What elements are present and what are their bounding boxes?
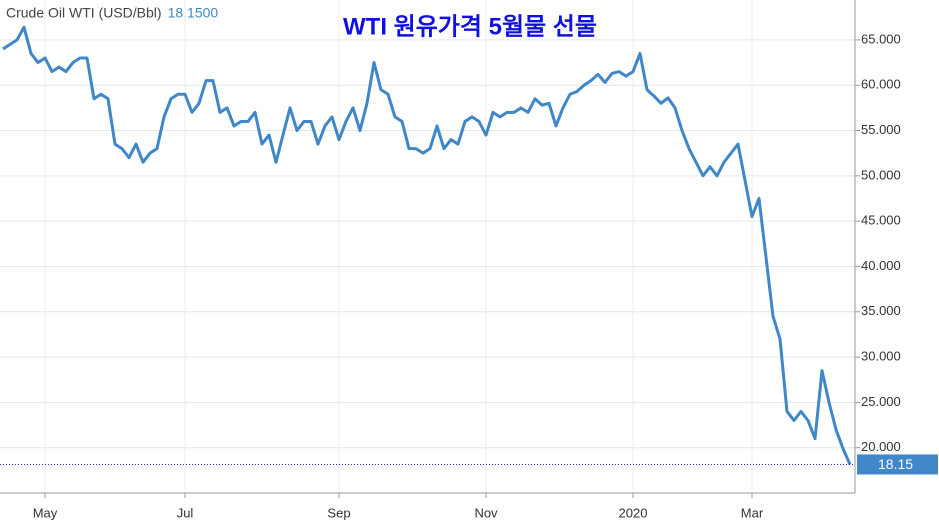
x-tick-label: Jul bbox=[177, 505, 194, 520]
price: 18.1500 bbox=[168, 5, 219, 21]
x-tick-label: Nov bbox=[474, 505, 498, 520]
y-tick-label: 55.000 bbox=[861, 122, 901, 137]
x-tick-label: Sep bbox=[327, 505, 350, 520]
x-tick-label: Mar bbox=[741, 505, 764, 520]
y-tick-label: 25.000 bbox=[861, 394, 901, 409]
annotation: WTI 원유가격 5월물 선물 bbox=[343, 13, 597, 40]
y-tick-label: 20.000 bbox=[861, 439, 901, 454]
y-tick-label: 60.000 bbox=[861, 77, 901, 92]
y-tick-label: 50.000 bbox=[861, 167, 901, 182]
last-price-label: 18.15 bbox=[878, 456, 913, 472]
y-tick-label: 45.000 bbox=[861, 213, 901, 228]
chart-title: Crude Oil WTI (USD/Bbl) bbox=[6, 5, 162, 21]
y-tick-label: 40.000 bbox=[861, 258, 901, 273]
price-line bbox=[2, 25, 852, 466]
x-tick-label: 2020 bbox=[619, 505, 648, 520]
y-tick-label: 65.000 bbox=[861, 31, 901, 46]
y-tick-label: 35.000 bbox=[861, 303, 901, 318]
x-tick-label: May bbox=[33, 505, 58, 520]
y-tick-label: 30.000 bbox=[861, 349, 901, 364]
last-price-box bbox=[857, 454, 938, 475]
